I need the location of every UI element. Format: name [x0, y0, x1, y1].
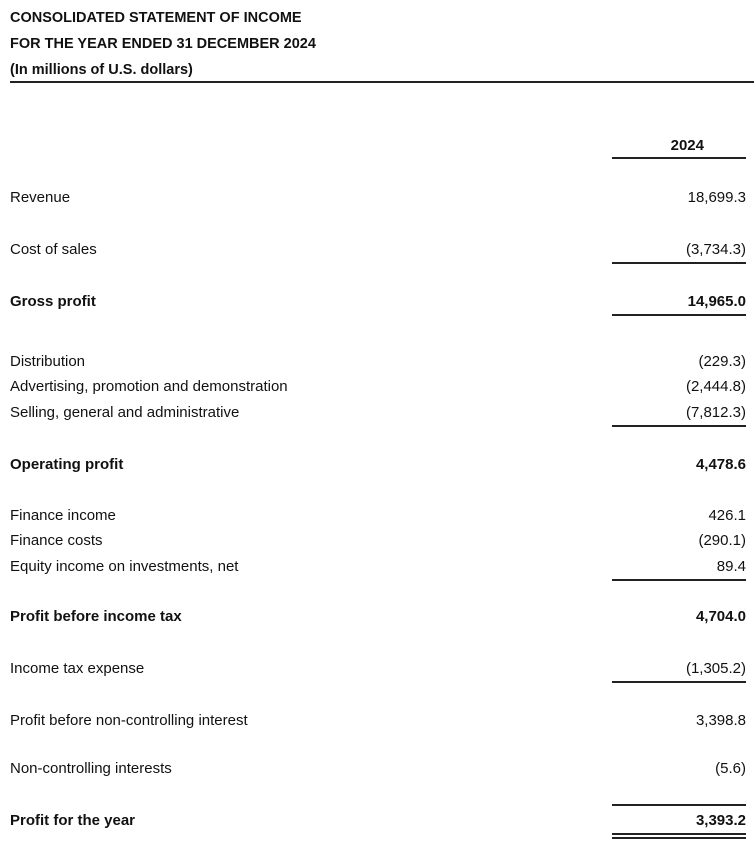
- row-value: (2,444.8): [685, 378, 746, 395]
- row-value: 14,965.0: [687, 293, 746, 310]
- row-label: Gross profit: [10, 293, 96, 310]
- underline: [612, 833, 746, 835]
- underline: [612, 262, 746, 264]
- row-label: Selling, general and administrative: [10, 404, 240, 421]
- row-label: Revenue: [10, 189, 71, 206]
- table-row: Advertising, promotion and demonstration…: [10, 377, 746, 397]
- table-row: Finance income 426.1: [10, 506, 746, 526]
- table-row: Finance costs (290.1): [10, 531, 746, 551]
- row-value: 426.1: [708, 507, 746, 524]
- row-label: Equity income on investments, net: [10, 558, 239, 575]
- row-value: 4,704.0: [695, 608, 746, 625]
- statement-title: CONSOLIDATED STATEMENT OF INCOME: [10, 10, 302, 26]
- table-row: Profit before non-controlling interest 3,…: [10, 711, 746, 731]
- row-value: (5.6): [715, 760, 746, 777]
- row-label: Finance costs: [10, 532, 103, 549]
- row-value: 18,699.3: [687, 189, 746, 206]
- row-value: (229.3): [698, 353, 746, 370]
- row-label: Profit before income tax: [10, 608, 182, 625]
- row-label: Non-controlling interests: [10, 760, 172, 777]
- column-year: 2024: [670, 137, 704, 154]
- underline: [612, 579, 746, 581]
- underline: [612, 681, 746, 683]
- table-row: Cost of sales (3,734.3): [10, 240, 746, 264]
- row-label: Profit for the year: [10, 812, 136, 829]
- row-value: 4,478.6: [695, 456, 746, 473]
- row-value: (1,305.2): [685, 660, 746, 677]
- row-label: Finance income: [10, 507, 116, 524]
- row-value: 89.4: [716, 558, 746, 575]
- row-value: (290.1): [698, 532, 746, 549]
- table-row: Equity income on investments, net 89.4: [10, 557, 746, 581]
- row-label: Distribution: [10, 353, 86, 370]
- header-rule: [10, 81, 754, 83]
- table-row: Operating profit 4,478.6: [10, 455, 746, 475]
- row-label: Profit before non-controlling interest: [10, 712, 248, 729]
- table-row: Distribution (229.3): [10, 352, 746, 372]
- row-label: Cost of sales: [10, 241, 97, 258]
- statement-units: (In millions of U.S. dollars): [10, 62, 193, 78]
- underline: [612, 425, 746, 427]
- table-row: Income tax expense (1,305.2): [10, 659, 746, 683]
- underline: [612, 314, 746, 316]
- row-value: 3,393.2: [695, 812, 746, 829]
- table-row: Profit for the year 3,393.2: [10, 804, 746, 839]
- row-value: (7,812.3): [685, 404, 746, 421]
- row-label: Income tax expense: [10, 660, 145, 677]
- table-row: Profit before income tax 4,704.0: [10, 607, 746, 627]
- column-header: 2024: [10, 136, 746, 159]
- statement-period: FOR THE YEAR ENDED 31 DECEMBER 2024: [10, 36, 316, 52]
- table-row: Selling, general and administrative (7,81…: [10, 403, 746, 427]
- row-value: 3,398.8: [695, 712, 746, 729]
- row-label: Operating profit: [10, 456, 124, 473]
- underline: [612, 804, 746, 806]
- table-row: Non-controlling interests (5.6): [10, 759, 746, 779]
- underline: [612, 837, 746, 839]
- row-label: Advertising, promotion and demonstration: [10, 378, 288, 395]
- table-row: Revenue 18,699.3: [10, 188, 746, 208]
- row-value: (3,734.3): [685, 241, 746, 258]
- table-row: Gross profit 14,965.0: [10, 292, 746, 316]
